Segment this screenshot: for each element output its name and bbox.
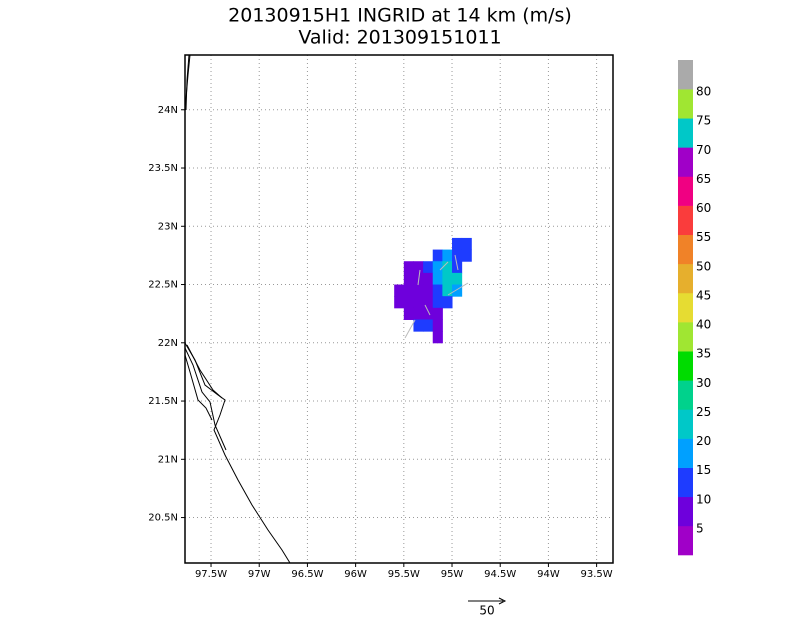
wind-cell: [442, 261, 453, 274]
colorbar-label: 45: [696, 288, 711, 302]
colorbar-label: 20: [696, 434, 711, 448]
colorbar-segment: [678, 351, 693, 381]
x-tick-label: 96W: [344, 569, 367, 580]
title: 20130915H1 INGRID at 14 km (m/s): [228, 5, 572, 27]
colorbar-label: 25: [696, 405, 711, 419]
colorbar-segment: [678, 438, 693, 468]
wind-cell: [432, 272, 443, 286]
colorbar-label: 60: [696, 201, 711, 215]
y-tick-label: 22N: [158, 338, 178, 349]
x-tick-label: 94.5W: [484, 569, 516, 580]
y-tick-label: 23N: [158, 221, 178, 232]
wind-cell: [423, 319, 434, 332]
colorbar-segment: [678, 409, 693, 439]
colorbar-segment: [678, 292, 693, 323]
wind-cell: [432, 331, 443, 344]
wind-cell: [452, 284, 463, 297]
colorbar-segment: [678, 176, 693, 206]
wind-cell: [413, 307, 424, 320]
wind-cell: [452, 237, 463, 251]
coastline: [184, 54, 291, 564]
colorbar-segment: [678, 467, 693, 498]
wind-cell: [432, 249, 443, 262]
y-tick-label: 21.5N: [148, 396, 178, 407]
colorbar-segment: [678, 380, 693, 410]
wind-cell: [423, 296, 434, 309]
wind-cell: [442, 249, 453, 262]
colorbar-label: 5: [696, 521, 704, 535]
wind-cell: [432, 284, 443, 297]
vector-key-label: 50: [479, 604, 494, 618]
subtitle: Valid: 201309151011: [298, 27, 501, 49]
wind-cell: [452, 272, 463, 286]
wind-cell: [413, 284, 424, 297]
wind-cell: [432, 296, 443, 309]
colorbar-label: 80: [696, 85, 711, 99]
x-tick-label: 95W: [441, 569, 464, 580]
colorbar-segment: [678, 322, 693, 352]
wind-cell: [442, 296, 453, 309]
colorbar-label: 35: [696, 347, 711, 361]
y-tick-label: 24N: [158, 105, 178, 116]
vector-key-head: [498, 597, 507, 605]
wind-cell: [423, 284, 434, 297]
y-tick-label: 23.5N: [148, 163, 178, 174]
map-frame: [184, 54, 614, 564]
colorbar-label: 50: [696, 259, 711, 273]
wind-cell: [413, 319, 424, 332]
x-tick-label: 94W: [537, 569, 560, 580]
wind-cell: [403, 296, 414, 309]
wind-cell: [423, 307, 434, 320]
y-tick-label: 22.5N: [148, 280, 178, 291]
colorbar-segment: [678, 496, 693, 527]
x-tick-label: 97W: [248, 569, 271, 580]
colorbar-segment: [678, 234, 693, 265]
wind-cell: [413, 296, 424, 309]
colorbar-segment: [678, 525, 693, 556]
colorbar-label: 70: [696, 143, 711, 157]
colorbar-segment: [678, 263, 693, 294]
x-tick-label: 97.5W: [195, 569, 227, 580]
wind-cell: [423, 261, 434, 274]
wind-cell: [461, 249, 472, 262]
colorbar-label: 55: [696, 230, 711, 244]
wind-cell: [442, 272, 453, 286]
wind-cell: [403, 307, 414, 320]
wind-cell: [403, 272, 414, 286]
x-tick-label: 95.5W: [388, 569, 420, 580]
colorbar-label: 15: [696, 463, 711, 477]
colorbar-segment: [678, 147, 693, 177]
wind-cell: [423, 272, 434, 286]
wind-cell: [432, 319, 443, 332]
y-tick-label: 20.5N: [148, 513, 178, 524]
wind-cell: [394, 284, 405, 297]
wind-cell: [432, 307, 443, 320]
wind-cell: [452, 249, 463, 262]
colorbar-label: 40: [696, 318, 711, 332]
wind-cell: [442, 284, 453, 297]
y-tick-label: 21N: [158, 454, 178, 465]
wind-cell: [461, 237, 472, 251]
wind-cell: [413, 261, 424, 274]
wind-cell: [403, 261, 414, 274]
colorbar-segment: [678, 60, 693, 90]
wind-cell: [394, 296, 405, 309]
colorbar-segment: [678, 89, 693, 119]
wind-vectors: [404, 254, 469, 339]
colorbar-label: 65: [696, 172, 711, 186]
wind-cell: [432, 261, 443, 274]
colorbar-label: 10: [696, 492, 711, 506]
colorbar-segment: [678, 205, 693, 236]
x-tick-label: 96.5W: [291, 569, 323, 580]
colorbar-label: 30: [696, 376, 711, 390]
wind-cell: [403, 284, 414, 297]
colorbar-segment: [678, 118, 693, 148]
x-tick-label: 93.5W: [581, 569, 613, 580]
colorbar-label: 75: [696, 114, 711, 128]
